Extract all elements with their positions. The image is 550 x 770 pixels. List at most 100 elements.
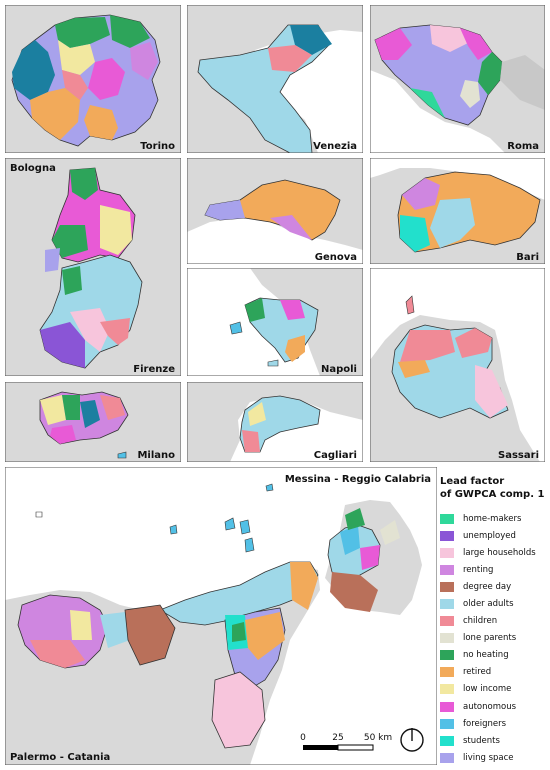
napoli-area-2 xyxy=(280,300,305,320)
roma-area-5 xyxy=(460,80,480,108)
legend-label: students xyxy=(463,735,500,746)
bologna-area-2 xyxy=(100,205,132,255)
roma-region xyxy=(500,55,545,110)
bari-area-1 xyxy=(402,178,440,210)
bologna-area-4 xyxy=(45,248,60,272)
panel-bologna-firenze: Bologna Firenze xyxy=(5,158,181,376)
milano-area-5 xyxy=(50,425,76,444)
cagliari-land xyxy=(187,382,363,462)
torino-area-4 xyxy=(58,40,95,75)
aeolian-island-3 xyxy=(244,537,255,553)
panel-label-napoli: Napoli xyxy=(321,364,357,375)
legend-label: children xyxy=(463,616,498,627)
napoli-island-2 xyxy=(267,359,279,367)
legend-title-line-1: Lead factor xyxy=(440,476,505,487)
legend-item: autonomous xyxy=(440,698,546,715)
torino-area-8 xyxy=(130,42,158,80)
reggio-area-1 xyxy=(340,525,360,555)
legend-swatch xyxy=(440,564,454,575)
panel-venezia: Venezia xyxy=(187,5,363,153)
milano-area-1 xyxy=(40,395,66,425)
milano-area-4 xyxy=(100,395,125,420)
torino-area-2 xyxy=(55,17,110,48)
legend-label: foreigners xyxy=(463,718,507,729)
messina-province xyxy=(159,561,319,626)
legend-swatch xyxy=(440,684,454,695)
roma-area-3 xyxy=(460,28,492,60)
aeolian-island-2 xyxy=(239,519,251,535)
north-arrow-icon xyxy=(400,728,424,752)
milano-area-3 xyxy=(80,400,100,428)
milano-area-2 xyxy=(62,395,80,420)
roma-area-6 xyxy=(410,88,445,118)
panel-label-roma: Roma xyxy=(507,141,539,152)
panel-label-venezia: Venezia xyxy=(313,141,357,152)
palermo-area-3 xyxy=(100,612,130,648)
napoli-area-1 xyxy=(245,298,265,322)
legend-item: no heating xyxy=(440,647,546,664)
roma-area-4 xyxy=(478,52,502,95)
milano-island xyxy=(117,451,127,459)
panel-label-torino: Torino xyxy=(140,141,175,152)
panel-torino: Torino xyxy=(5,5,181,153)
ustica-island xyxy=(35,511,43,518)
legend-item: renting xyxy=(440,561,546,578)
reggio-area-4 xyxy=(345,508,365,530)
genova-area-2 xyxy=(270,215,312,240)
panel-milano: Milano xyxy=(5,382,181,462)
legend-label: unemployed xyxy=(463,530,516,541)
legend-label: large households xyxy=(463,547,536,558)
genova-sea xyxy=(187,218,363,264)
legend-label: older adults xyxy=(463,599,514,610)
legend-swatch xyxy=(440,718,454,729)
legend-label: retired xyxy=(463,667,492,678)
bologna-area-1 xyxy=(70,168,98,200)
legend: Lead factor of GWPCA comp. 1 home-makers… xyxy=(440,475,546,766)
panel-label-messina-reggio: Messina - Reggio Calabria xyxy=(285,474,431,485)
enna-area xyxy=(124,604,176,666)
torino-area-6 xyxy=(30,88,80,140)
sassari-area-4 xyxy=(398,360,430,378)
panel-sicily-calabria: Messina - Reggio Calabria Palermo - Cata… xyxy=(5,467,437,765)
legend-item: older adults xyxy=(440,595,546,612)
panel-label-milano: Milano xyxy=(137,450,175,461)
legend-label: living space xyxy=(463,752,514,763)
messina-area-1 xyxy=(290,562,318,610)
legend-item: lone parents xyxy=(440,630,546,647)
sassari-area-3 xyxy=(475,365,508,418)
legend-swatch xyxy=(440,633,454,644)
genova-area-1 xyxy=(205,200,245,220)
napoli-island-1 xyxy=(229,321,243,335)
legend-item: low income xyxy=(440,681,546,698)
legend-label: no heating xyxy=(463,650,509,661)
legend-swatch xyxy=(440,581,454,592)
firenze-area-3 xyxy=(100,318,130,345)
legend-swatch xyxy=(440,547,454,558)
panel-label-palermo-catania: Palermo - Catania xyxy=(10,752,110,763)
cagliari-area-1 xyxy=(248,402,266,426)
sassari-island xyxy=(405,295,415,315)
palermo-area-2 xyxy=(70,610,92,640)
legend-label: autonomous xyxy=(463,701,517,712)
legend-item: degree day xyxy=(440,578,546,595)
legend-item: retired xyxy=(440,664,546,681)
venezia-area-1 xyxy=(290,25,332,55)
roma-sea xyxy=(370,70,505,153)
legend-label: low income xyxy=(463,684,512,695)
napoli-area-3 xyxy=(285,335,305,362)
legend-swatch xyxy=(440,616,454,627)
legend-item: home-makers xyxy=(440,510,546,527)
panel-label-bologna: Bologna xyxy=(10,163,56,174)
legend-title: Lead factor of GWPCA comp. 1 xyxy=(440,475,546,501)
legend-item: unemployed xyxy=(440,527,546,544)
panel-napoli: Napoli xyxy=(187,268,363,376)
legend-swatch xyxy=(440,650,454,661)
legend-title-line-2: of GWPCA comp. 1 xyxy=(440,489,545,500)
panel-roma: Roma xyxy=(370,5,545,153)
torino-area-9 xyxy=(62,70,88,100)
legend-label: degree day xyxy=(463,581,512,592)
palermo-area-1 xyxy=(30,640,85,668)
bologna-area-3 xyxy=(52,225,88,258)
roma-area-2 xyxy=(430,25,470,52)
legend-label: home-makers xyxy=(463,513,522,524)
